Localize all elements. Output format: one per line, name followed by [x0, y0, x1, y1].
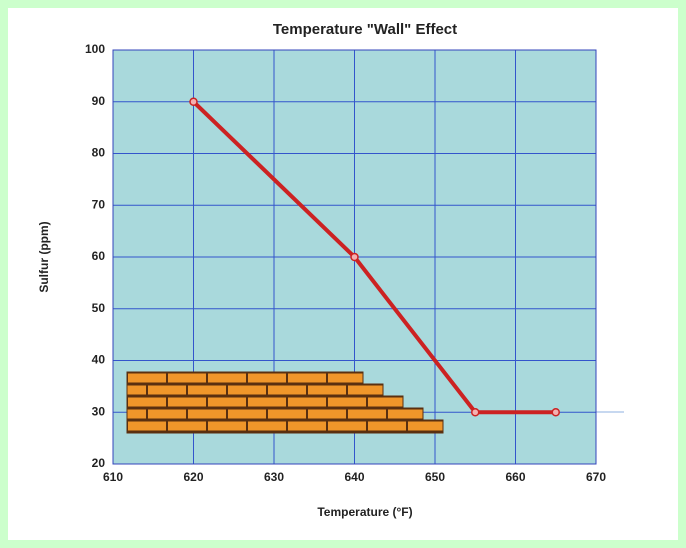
chart-title: Temperature "Wall" Effect: [273, 21, 457, 38]
y-tick-label: 80: [92, 146, 106, 160]
y-tick-label: 100: [85, 42, 105, 56]
y-tick-label: 50: [92, 301, 106, 315]
x-tick-label: 630: [264, 470, 284, 484]
x-axis-label: Temperature (°F): [317, 505, 412, 519]
y-tick-label: 60: [92, 249, 106, 263]
x-tick-label: 620: [183, 470, 203, 484]
brick-wall: [126, 371, 444, 434]
x-tick-label: 640: [344, 470, 364, 484]
x-tick-label: 660: [505, 470, 525, 484]
data-point: [350, 252, 359, 262]
data-point: [189, 97, 198, 106]
y-tick-label: 20: [92, 456, 106, 470]
y-tick-label: 70: [92, 197, 106, 211]
data-line: [192, 100, 556, 415]
y-tick-label: 90: [92, 94, 106, 108]
x-tick-label: 650: [425, 470, 445, 484]
y-tick-label: 30: [92, 404, 106, 418]
data-point: [551, 408, 560, 417]
y-axis-label: Sulfur (ppm): [37, 221, 51, 292]
x-tick-label: 670: [586, 470, 606, 484]
plot-frame: [112, 49, 597, 465]
y-tick-label: 40: [92, 353, 106, 367]
data-point: [471, 408, 480, 417]
x-tick-label: 610: [103, 470, 123, 484]
